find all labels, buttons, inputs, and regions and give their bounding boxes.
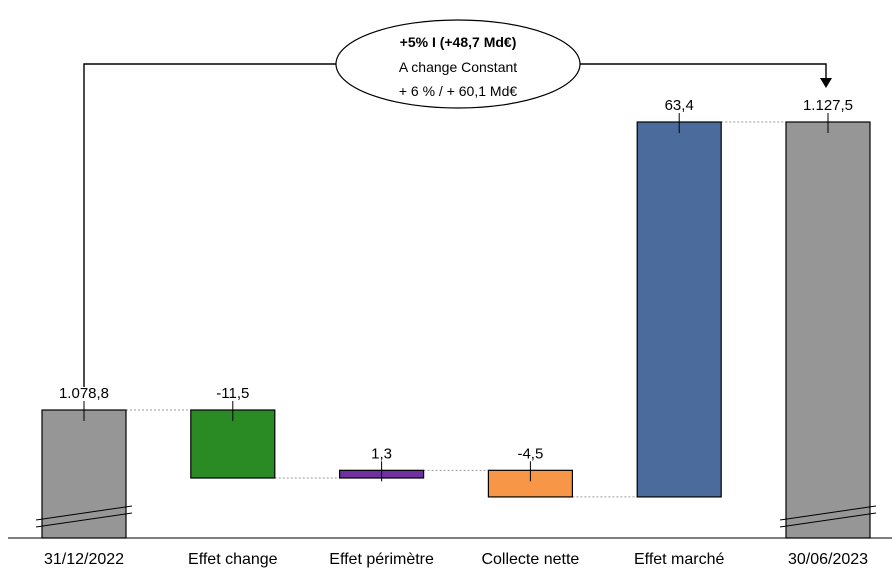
value-labels: 1.078,8 -11,5 1,3 -4,5 63,4 1.127,5 — [59, 97, 853, 462]
category-label: 31/12/2022 — [44, 551, 124, 568]
annotation-line-3: + 6 % / + 60,1 Md€ — [399, 83, 518, 99]
category-label: Collecte nette — [481, 551, 579, 568]
bar-effet-change — [190, 409, 276, 479]
value-label: -11,5 — [216, 385, 249, 402]
axis-break-line — [35, 512, 133, 528]
value-label: 1.127,5 — [803, 97, 853, 114]
category-label: Effet change — [188, 551, 278, 568]
annotation-line-1: +5% I (+48,7 Md€) — [400, 34, 517, 50]
category-label: Effet périmètre — [329, 551, 434, 568]
value-label: 1.078,8 — [59, 385, 109, 402]
category-label: 30/06/2023 — [788, 551, 868, 568]
connector-lines — [126, 121, 786, 498]
value-ticks — [83, 113, 829, 482]
annotation-bracket-right — [578, 63, 827, 80]
annotation-bracket-left — [83, 63, 338, 387]
bars — [41, 121, 871, 539]
bar-31-12-2022 — [41, 409, 127, 539]
bar-effet-march- — [636, 121, 722, 498]
axis-break-line — [779, 512, 877, 528]
bar-30-06-2023 — [785, 121, 871, 539]
axis-break-line — [779, 505, 877, 521]
annotation-arrowhead — [820, 78, 832, 88]
axis-break-marks — [35, 505, 877, 528]
annotation-line-2: A change Constant — [399, 59, 517, 75]
annotation-ellipse — [335, 19, 581, 109]
bar-collecte-nette — [487, 469, 573, 498]
value-label: -4,5 — [517, 445, 543, 462]
value-label: 63,4 — [665, 97, 694, 114]
growth-annotation: +5% I (+48,7 Md€) A change Constant + 6 … — [83, 19, 832, 387]
value-label: 1,3 — [371, 445, 392, 462]
category-label: Effet marché — [634, 551, 725, 568]
category-labels: 31/12/2022 Effet change Effet périmètre Col… — [44, 551, 868, 568]
axis-break-line — [35, 505, 133, 521]
